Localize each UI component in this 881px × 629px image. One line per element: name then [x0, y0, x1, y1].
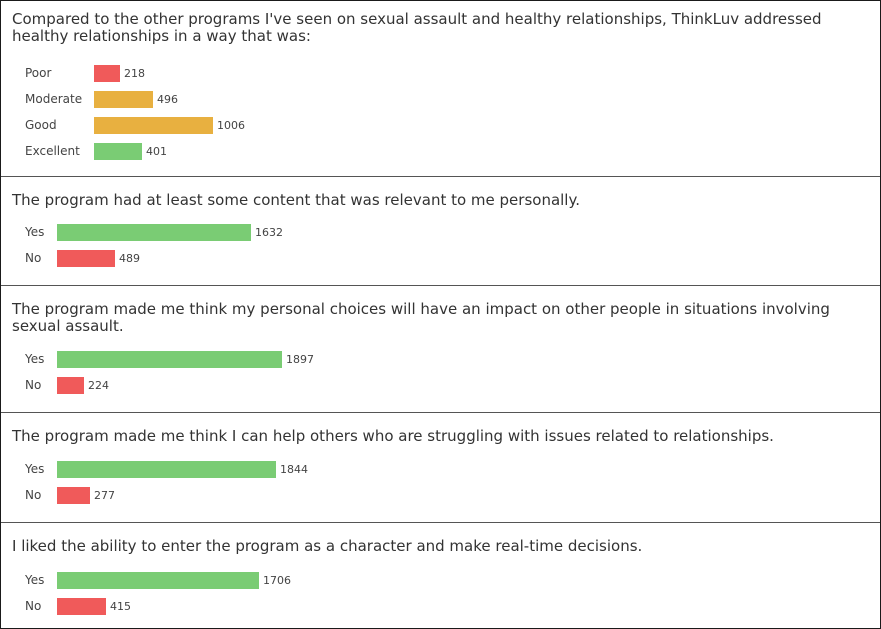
- question-section: Compared to the other programs I've seen…: [1, 1, 880, 177]
- bar: [57, 250, 115, 267]
- category-label: No: [25, 488, 42, 502]
- category-label: Yes: [25, 462, 45, 476]
- value-label: 277: [94, 489, 115, 502]
- category-label: No: [25, 251, 42, 265]
- question-text: The program made me think I can help oth…: [12, 427, 774, 445]
- bar: [57, 351, 282, 368]
- bar: [57, 487, 90, 504]
- bar: [94, 143, 142, 160]
- category-label: Yes: [25, 573, 45, 587]
- category-label: Excellent: [25, 144, 80, 158]
- question-text: Compared to the other programs I've seen…: [12, 10, 822, 45]
- bar: [57, 461, 276, 478]
- bar: [94, 91, 153, 108]
- question-text: The program made me think my personal ch…: [12, 300, 830, 335]
- bar: [94, 65, 120, 82]
- value-label: 489: [119, 252, 140, 265]
- bar: [94, 117, 213, 134]
- category-label: Yes: [25, 352, 45, 366]
- value-label: 224: [88, 379, 109, 392]
- category-label: Poor: [25, 66, 52, 80]
- question-text: I liked the ability to enter the program…: [12, 537, 643, 555]
- bar: [57, 224, 251, 241]
- question-text: The program had at least some content th…: [12, 191, 580, 209]
- question-section: I liked the ability to enter the program…: [1, 522, 880, 628]
- category-label: Yes: [25, 225, 45, 239]
- bar: [57, 598, 106, 615]
- bar: [57, 377, 84, 394]
- category-label: Good: [25, 118, 57, 132]
- bar: [57, 572, 259, 589]
- value-label: 218: [124, 67, 145, 80]
- value-label: 1897: [286, 353, 314, 366]
- question-section: The program made me think I can help oth…: [1, 412, 880, 523]
- category-label: No: [25, 599, 42, 613]
- question-section: The program made me think my personal ch…: [1, 285, 880, 413]
- value-label: 1844: [280, 463, 308, 476]
- value-label: 1706: [263, 574, 291, 587]
- value-label: 401: [146, 145, 167, 158]
- category-label: Moderate: [25, 92, 83, 106]
- value-label: 1632: [255, 226, 283, 239]
- category-label: No: [25, 378, 42, 392]
- value-label: 1006: [217, 119, 245, 132]
- value-label: 496: [157, 93, 178, 106]
- value-label: 415: [110, 600, 131, 613]
- question-section: The program had at least some content th…: [1, 176, 880, 286]
